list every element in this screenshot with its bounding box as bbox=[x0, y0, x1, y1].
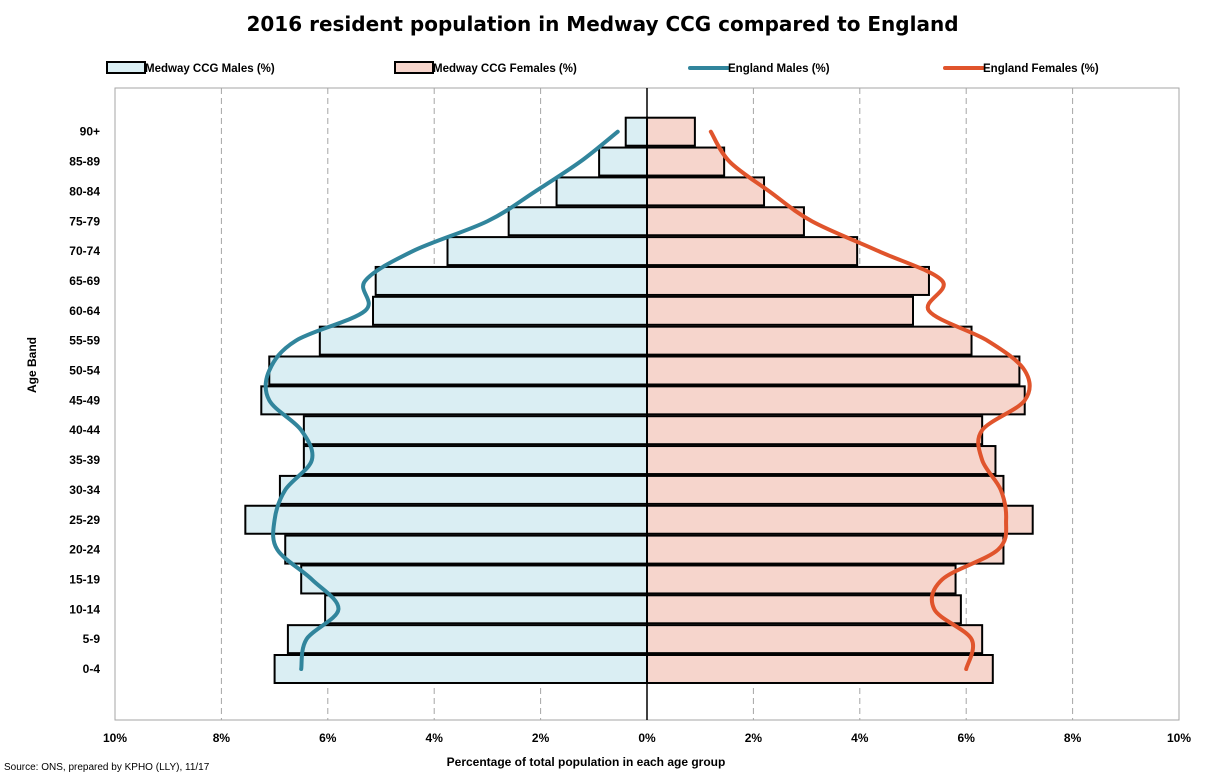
bar-medway-males-5-9 bbox=[286, 624, 648, 655]
y-tick-label: 15-19 bbox=[69, 572, 100, 586]
bar-medway-females-35-39 bbox=[646, 445, 997, 476]
bar-medway-females-40-44 bbox=[646, 415, 984, 446]
bar-medway-males-70-74 bbox=[446, 236, 648, 267]
bar-medway-males-75-79 bbox=[507, 206, 648, 237]
y-tick-label: 25-29 bbox=[69, 513, 100, 527]
bar-medway-males-60-64 bbox=[372, 295, 648, 326]
bars bbox=[244, 116, 1034, 684]
x-tick-label: 10% bbox=[1167, 731, 1191, 745]
y-tick-label: 55-59 bbox=[69, 334, 100, 348]
y-tick-label: 20-24 bbox=[69, 543, 100, 557]
bar-medway-females-80-84 bbox=[646, 176, 766, 207]
x-tick-label: 0% bbox=[638, 731, 656, 745]
bar-medway-males-65-69 bbox=[374, 265, 648, 296]
x-tick-label: 4% bbox=[851, 731, 869, 745]
bar-medway-females-10-14 bbox=[646, 594, 962, 625]
x-axis-label: Percentage of total population in each a… bbox=[447, 755, 726, 769]
chart-title: 2016 resident population in Medway CCG c… bbox=[246, 12, 959, 36]
x-tick-labels: 10% 8% 6% 4% 2% 0% 2% 4% 6% 8% 10% bbox=[103, 731, 1191, 745]
legend: Medway CCG Males (%) Medway CCG Females (… bbox=[106, 61, 1099, 75]
y-tick-label: 30-34 bbox=[69, 483, 100, 497]
bar-medway-males-15-19 bbox=[300, 564, 648, 595]
x-tick-label: 2% bbox=[532, 731, 550, 745]
bar-medway-males-35-39 bbox=[302, 445, 648, 476]
bar-medway-males-55-59 bbox=[318, 325, 648, 356]
y-tick-label: 45-49 bbox=[69, 393, 100, 407]
bar-medway-males-45-49 bbox=[260, 385, 648, 416]
bar-medway-females-55-59 bbox=[646, 325, 973, 356]
x-tick-label: 10% bbox=[103, 731, 127, 745]
y-tick-label: 70-74 bbox=[69, 244, 100, 258]
bar-medway-males-85-89 bbox=[598, 146, 648, 177]
y-tick-label: 50-54 bbox=[69, 364, 100, 378]
legend-label: England Males (%) bbox=[728, 63, 830, 75]
bar-medway-females-85-89 bbox=[646, 146, 726, 177]
bar-medway-females-5-9 bbox=[646, 624, 984, 655]
line-england-females bbox=[708, 129, 1032, 671]
x-tick-label: 8% bbox=[1064, 731, 1082, 745]
legend-label: Medway CCG Females (%) bbox=[433, 63, 577, 75]
bar-medway-males-80-84 bbox=[555, 176, 648, 207]
bar-medway-males-0-4 bbox=[273, 654, 648, 684]
bar-medway-females-50-54 bbox=[646, 355, 1021, 386]
bar-medway-males-30-34 bbox=[278, 474, 648, 505]
bar-medway-females-20-24 bbox=[646, 534, 1005, 565]
bar-medway-males-40-44 bbox=[302, 415, 648, 446]
bar-medway-males-90+ bbox=[624, 116, 648, 147]
y-tick-label: 35-39 bbox=[69, 453, 100, 467]
legend-label: England Females (%) bbox=[983, 63, 1099, 75]
x-tick-label: 4% bbox=[426, 731, 444, 745]
y-tick-label: 85-89 bbox=[69, 155, 100, 169]
bar-medway-males-25-29 bbox=[244, 504, 648, 535]
y-tick-label: 5-9 bbox=[83, 632, 101, 646]
x-tick-label: 8% bbox=[213, 731, 231, 745]
bar-medway-females-15-19 bbox=[646, 564, 957, 595]
y-tick-label: 0-4 bbox=[83, 662, 101, 676]
y-tick-label: 10-14 bbox=[69, 602, 100, 616]
y-tick-labels: 0-4 5-9 10-14 15-19 20-24 25-29 30-34 35-39 40-4… bbox=[69, 125, 100, 676]
legend-swatch bbox=[106, 61, 146, 74]
legend-swatch bbox=[394, 61, 434, 74]
england-lines bbox=[263, 129, 1032, 671]
bar-medway-males-20-24 bbox=[284, 534, 648, 565]
bar-medway-males-50-54 bbox=[268, 355, 648, 386]
y-tick-label: 75-79 bbox=[69, 214, 100, 228]
y-tick-label: 60-64 bbox=[69, 304, 100, 318]
bar-medway-females-65-69 bbox=[646, 265, 930, 296]
bar-medway-females-45-49 bbox=[646, 385, 1026, 416]
y-tick-label: 65-69 bbox=[69, 274, 100, 288]
y-tick-label: 90+ bbox=[80, 125, 100, 139]
y-tick-label: 80-84 bbox=[69, 184, 100, 198]
x-tick-label: 6% bbox=[319, 731, 337, 745]
bar-medway-females-70-74 bbox=[646, 236, 859, 267]
y-axis-label: Age Band bbox=[25, 337, 39, 393]
x-tick-label: 2% bbox=[745, 731, 763, 745]
legend-label: Medway CCG Males (%) bbox=[145, 63, 275, 75]
bar-medway-females-60-64 bbox=[646, 295, 914, 326]
x-tick-label: 6% bbox=[958, 731, 976, 745]
bar-medway-females-75-79 bbox=[646, 206, 805, 237]
bar-medway-females-25-29 bbox=[646, 504, 1034, 535]
bar-medway-females-0-4 bbox=[646, 654, 994, 684]
bar-medway-males-10-14 bbox=[324, 594, 648, 625]
source-note: Source: ONS, prepared by KPHO (LLY), 11/… bbox=[4, 762, 210, 773]
y-tick-label: 40-44 bbox=[69, 423, 100, 437]
line-england-males bbox=[263, 129, 620, 671]
bar-medway-females-30-34 bbox=[646, 474, 1005, 505]
bar-medway-females-90+ bbox=[646, 116, 696, 147]
